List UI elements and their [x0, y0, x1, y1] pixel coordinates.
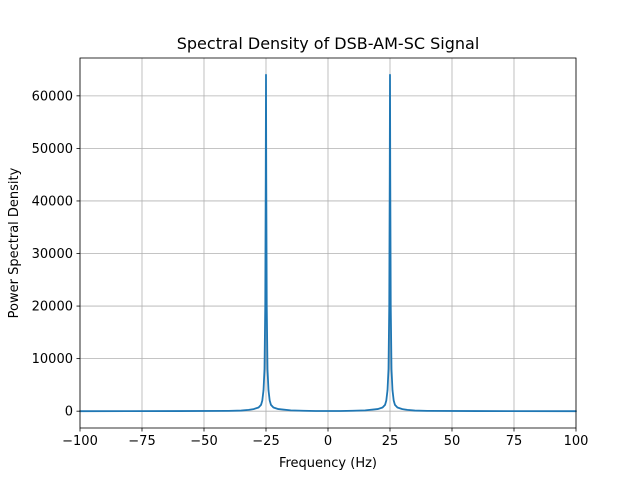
y-axis-ticks: 0 10000 20000 30000 40000 50000 60000 — [32, 89, 80, 420]
y-tick-label: 10000 — [32, 352, 73, 367]
y-tick-label: 20000 — [32, 300, 73, 315]
y-tick-label: 60000 — [32, 89, 73, 104]
y-tick-label: 0 — [65, 405, 73, 420]
y-tick-label: 40000 — [32, 194, 73, 209]
x-tick-label: 50 — [444, 434, 461, 449]
x-tick-label: 100 — [564, 434, 589, 449]
chart-title: Spectral Density of DSB-AM-SC Signal — [177, 34, 480, 53]
y-tick-label: 30000 — [32, 247, 73, 262]
x-tick-label: −75 — [128, 434, 155, 449]
x-tick-label: −50 — [190, 434, 217, 449]
x-tick-label: 75 — [506, 434, 523, 449]
x-tick-label: −25 — [252, 434, 279, 449]
x-tick-label: 25 — [382, 434, 399, 449]
y-tick-label: 50000 — [32, 142, 73, 157]
series-layer — [79, 73, 577, 413]
series-line-0 — [79, 73, 577, 413]
x-axis-ticks: −100 −75 −50 −25 0 25 50 75 100 — [62, 428, 588, 449]
x-axis-label: Frequency (Hz) — [279, 456, 377, 471]
x-tick-label: 0 — [324, 434, 332, 449]
x-tick-label: −100 — [62, 434, 98, 449]
y-axis-label: Power Spectral Density — [7, 167, 22, 318]
